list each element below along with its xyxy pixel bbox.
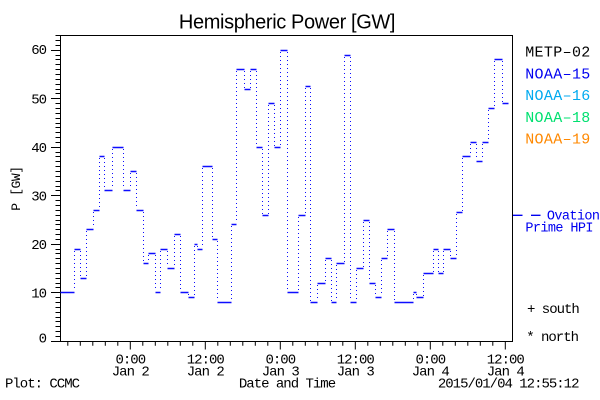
svg-text:12:00: 12:00 xyxy=(187,353,225,369)
svg-text:Jan 4: Jan 4 xyxy=(487,365,525,381)
svg-text:Jan 2: Jan 2 xyxy=(112,365,150,381)
svg-text:60: 60 xyxy=(31,43,46,59)
svg-text:Jan 4: Jan 4 xyxy=(412,365,450,381)
svg-text:NOAA–18: NOAA–18 xyxy=(525,110,590,127)
svg-text:0: 0 xyxy=(39,332,47,348)
svg-text:12:00: 12:00 xyxy=(487,353,525,369)
svg-text:Prime HPI: Prime HPI xyxy=(525,222,593,237)
svg-text:50: 50 xyxy=(31,93,46,109)
svg-text:+ south: + south xyxy=(527,302,579,318)
svg-text:Hemispheric Power [GW]: Hemispheric Power [GW] xyxy=(179,12,395,34)
svg-text:10: 10 xyxy=(31,287,46,303)
svg-text:Jan 3: Jan 3 xyxy=(262,365,300,381)
svg-text:* north: * north xyxy=(526,330,578,346)
svg-text:Jan 2: Jan 2 xyxy=(187,365,225,381)
svg-text:20: 20 xyxy=(31,238,46,254)
svg-text:0:00: 0:00 xyxy=(115,353,145,369)
svg-text:NOAA–16: NOAA–16 xyxy=(525,88,590,105)
svg-text:0:00: 0:00 xyxy=(415,353,445,369)
svg-text:METP–02: METP–02 xyxy=(525,45,590,62)
svg-text:Jan 3: Jan 3 xyxy=(337,365,375,381)
svg-text:NOAA–15: NOAA–15 xyxy=(525,66,590,83)
svg-text:NOAA–19: NOAA–19 xyxy=(525,132,590,149)
svg-text:30: 30 xyxy=(31,190,46,206)
svg-text:0:00: 0:00 xyxy=(265,353,295,369)
svg-text:Ovation: Ovation xyxy=(547,210,600,225)
svg-text:P [GW]: P [GW] xyxy=(9,166,24,210)
svg-text:Date and Time: Date and Time xyxy=(239,377,336,393)
svg-text:Plot: CCMC: Plot: CCMC xyxy=(5,377,80,393)
svg-text:12:00: 12:00 xyxy=(337,353,375,369)
svg-text:40: 40 xyxy=(31,141,46,157)
svg-text:2015/01/04 12:55:12: 2015/01/04 12:55:12 xyxy=(438,377,579,393)
